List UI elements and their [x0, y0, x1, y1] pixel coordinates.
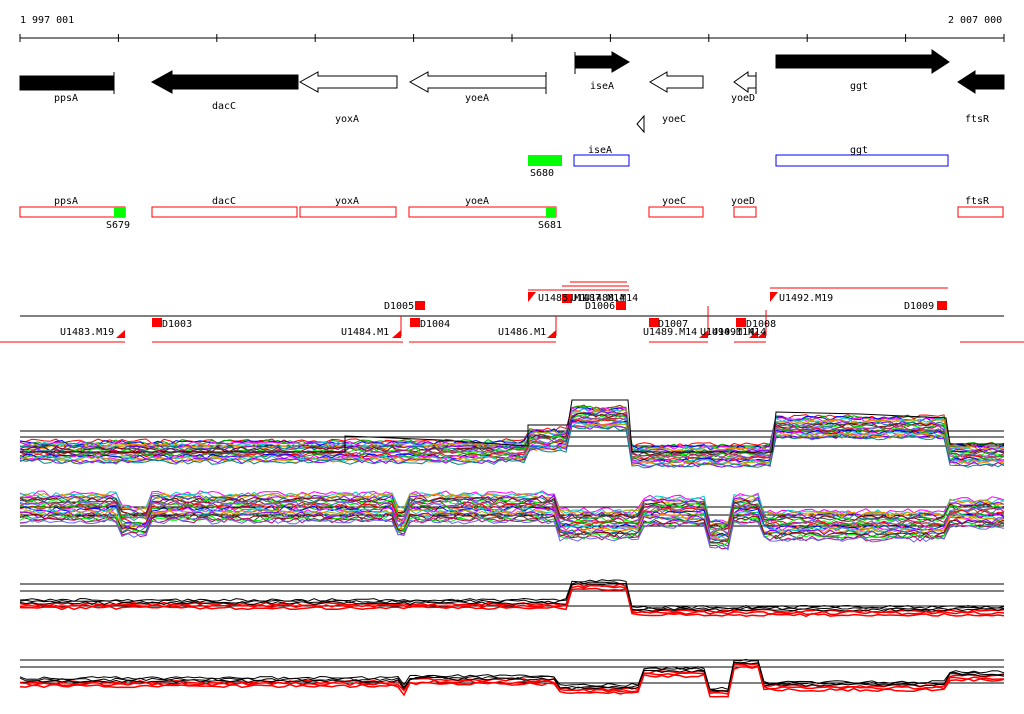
marker-label: U1490.M14	[700, 327, 754, 338]
marker-box[interactable]	[152, 318, 162, 327]
marker-box[interactable]	[736, 318, 746, 327]
marker-box[interactable]	[415, 301, 425, 310]
gene-arrow[interactable]	[636, 114, 645, 134]
expression-panel-2	[19, 490, 1005, 551]
gene-arrow[interactable]	[150, 70, 299, 94]
marker-label: U1487.M14	[571, 293, 625, 304]
feature-box[interactable]	[151, 206, 298, 218]
feature-label: ppsA	[54, 196, 78, 207]
feature-box[interactable]	[408, 206, 557, 218]
feature-label: yoxA	[335, 196, 359, 207]
gene-arrow[interactable]	[408, 71, 547, 93]
marker-flag[interactable]	[116, 330, 125, 338]
marker-label: U1488.M14	[584, 293, 638, 304]
marker-flag[interactable]	[770, 292, 778, 302]
feature-label: ftsR	[965, 196, 990, 207]
feature-label: yoeA	[465, 196, 489, 207]
marker-label: D1003	[162, 319, 192, 330]
gene-arrow[interactable]	[775, 49, 950, 74]
feature-label: yoeC	[662, 196, 686, 207]
feature-box[interactable]	[546, 207, 556, 217]
marker-label: U1492.M19	[779, 293, 833, 304]
gene-label: ppsA	[54, 93, 78, 104]
gene-label: yoeA	[465, 93, 489, 104]
axis-start-label: 1 997 001	[20, 15, 74, 26]
marker-label: D1007	[658, 319, 688, 330]
marker-label: U1486.M1	[498, 327, 546, 338]
marker-box[interactable]	[410, 318, 420, 327]
feature-label: S681	[538, 220, 562, 231]
feature-label: iseA	[588, 145, 612, 156]
feature-box[interactable]	[114, 207, 125, 217]
marker-box[interactable]	[562, 294, 572, 303]
gene-arrow[interactable]	[649, 71, 704, 93]
marker-label: U1483.M19	[60, 327, 114, 338]
feature-label: dacC	[212, 196, 236, 207]
feature-label: ggt	[850, 145, 868, 156]
expression-panel-1	[19, 399, 1005, 469]
feature-label: yoeD	[731, 196, 755, 207]
feature-box[interactable]	[775, 154, 949, 167]
marker-flag[interactable]	[528, 292, 536, 302]
marker-label: U1484.M1	[341, 327, 389, 338]
feature-box[interactable]	[528, 155, 562, 166]
feature-box[interactable]	[648, 206, 704, 218]
gene-label: yoeD	[731, 93, 755, 104]
marker-flag[interactable]	[699, 330, 708, 338]
gene-arrow[interactable]	[19, 75, 115, 91]
feature-box[interactable]	[299, 206, 397, 218]
marker-label: U1491.M14	[712, 327, 766, 338]
feature-label: S680	[530, 168, 554, 179]
gene-arrow[interactable]	[733, 71, 757, 93]
marker-flag[interactable]	[757, 330, 766, 338]
coordinate-axis: 1 997 001 2 007 000	[19, 15, 1005, 42]
marker-box[interactable]	[937, 301, 947, 310]
marker-flag[interactable]	[392, 330, 401, 338]
marker-flag[interactable]	[749, 330, 758, 338]
gene-label: iseA	[590, 81, 614, 92]
expression-panel-4	[19, 658, 1005, 698]
feature-box[interactable]	[957, 206, 1004, 218]
marker-label: D1005	[384, 301, 414, 312]
marker-label: U1485.M1	[538, 293, 586, 304]
marker-track: U1485.M1 U1487.M14 U1488.M14 D1006 D1005…	[0, 281, 1024, 343]
expression-panel-3	[19, 579, 1005, 618]
feature-track-blue: S680 iseA ggt	[528, 145, 949, 179]
axis-end-label: 2 007 000	[948, 15, 1002, 26]
gene-arrow[interactable]	[957, 70, 1005, 94]
marker-label: U1489.M14	[643, 327, 697, 338]
gene-arrow[interactable]	[298, 71, 398, 93]
gene-label: ftsR	[965, 114, 990, 125]
gene-arrow[interactable]	[574, 51, 630, 73]
feature-box[interactable]	[19, 206, 126, 218]
marker-box[interactable]	[649, 318, 659, 327]
feature-box[interactable]	[573, 154, 630, 167]
gene-labels: ppsA dacC yoxA yoeA iseA yoeC yoeD ggt f…	[54, 81, 990, 125]
gene-label: ggt	[850, 81, 868, 92]
marker-box[interactable]	[616, 301, 626, 310]
feature-track-red: ppsA S679 dacC yoxA yoeA S681 yoeC yoeD …	[19, 196, 1004, 231]
marker-label: D1009	[904, 301, 934, 312]
gene-label: yoxA	[335, 114, 359, 125]
marker-label: D1006	[585, 301, 615, 312]
feature-box[interactable]	[733, 206, 757, 218]
marker-label: D1004	[420, 319, 450, 330]
gene-label: yoeC	[662, 114, 686, 125]
feature-label: S679	[106, 220, 130, 231]
gene-label: dacC	[212, 101, 236, 112]
marker-label: D1008	[746, 319, 776, 330]
gene-track	[19, 49, 1005, 134]
marker-flag[interactable]	[547, 330, 556, 338]
